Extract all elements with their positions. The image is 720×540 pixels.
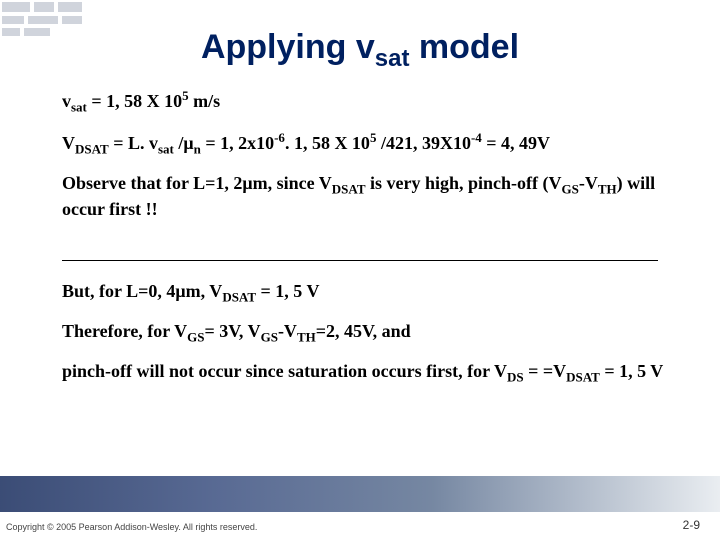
slide-title: Applying vsat model xyxy=(0,28,720,73)
content-lower: But, for L=0, 4μm, VDSAT = 1, 5 V Theref… xyxy=(62,280,672,400)
line-vdsat: VDSAT = L. vsat /μn = 1, 2x10-6. 1, 58 X… xyxy=(62,130,672,158)
line-observe: Observe that for L=1, 2μm, since VDSAT i… xyxy=(62,172,672,220)
line-therefore: Therefore, for VGS= 3V, VGS-VTH=2, 45V, … xyxy=(62,320,672,346)
line-vsat: vsat = 1, 58 X 105 m/s xyxy=(62,88,672,116)
title-pre: Applying v xyxy=(201,28,375,66)
line-pinchoff: pinch-off will not occur since saturatio… xyxy=(62,360,672,386)
title-sub: sat xyxy=(375,45,410,72)
copyright-text: Copyright © 2005 Pearson Addison-Wesley.… xyxy=(6,522,257,532)
footer-decoration xyxy=(0,476,720,512)
line-but: But, for L=0, 4μm, VDSAT = 1, 5 V xyxy=(62,280,672,306)
page-number: 2-9 xyxy=(683,518,700,532)
content-upper: vsat = 1, 58 X 105 m/s VDSAT = L. vsat /… xyxy=(62,88,672,234)
title-post: model xyxy=(409,28,519,66)
divider-line xyxy=(62,260,658,261)
